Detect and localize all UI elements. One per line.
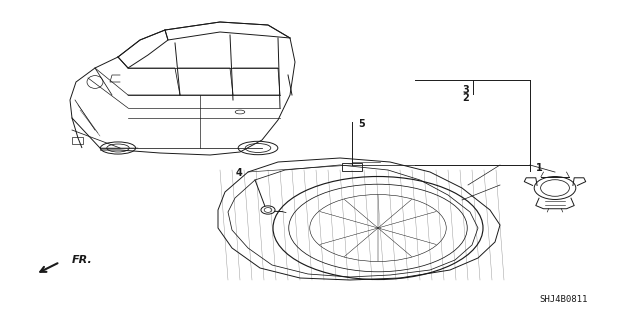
Text: FR.: FR. — [72, 256, 92, 265]
Text: SHJ4B0811: SHJ4B0811 — [539, 295, 588, 304]
Text: 3: 3 — [463, 85, 470, 94]
Text: 1: 1 — [536, 163, 543, 173]
Text: 2: 2 — [463, 93, 470, 102]
Text: 4: 4 — [236, 168, 243, 178]
Text: 5: 5 — [358, 119, 365, 130]
